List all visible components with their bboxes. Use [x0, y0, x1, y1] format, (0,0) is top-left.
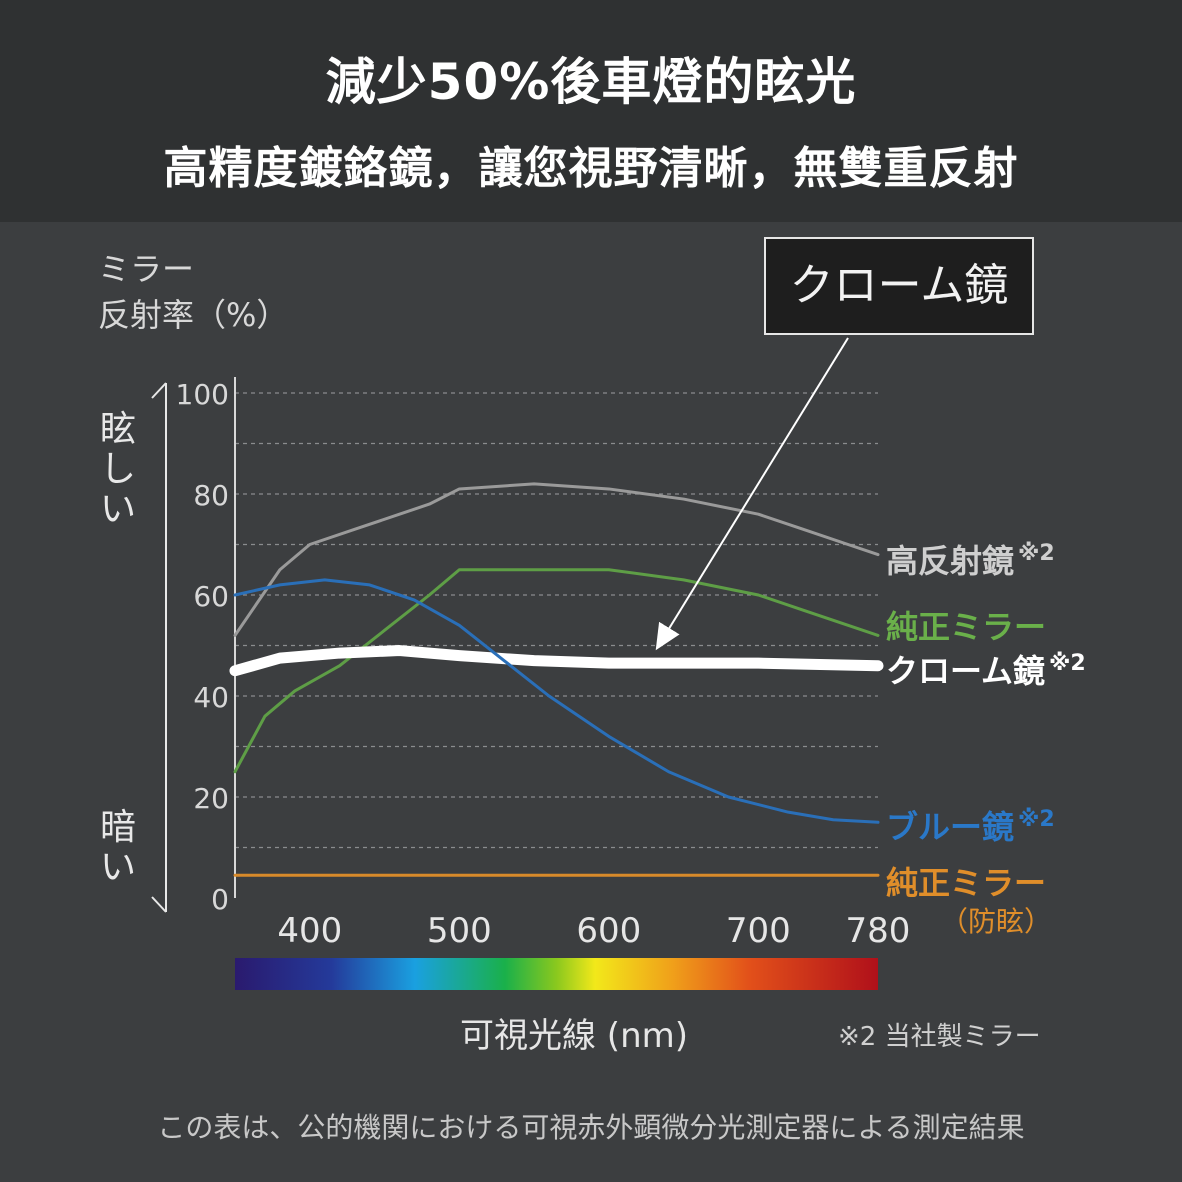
y-axis-top-text: 眩 し い [98, 410, 138, 530]
series-line-3 [233, 578, 880, 824]
series-label-chrome-text: クローム鏡 [886, 652, 1046, 690]
y-top-char-2: い [99, 489, 136, 530]
y-tick-label-60: 60 [193, 580, 229, 613]
header-banner: 減少50%後車燈的眩光 高精度鍍鉻鏡，讓您視野清晰，無雙重反射 [0, 0, 1182, 222]
y-tick-label-0: 0 [211, 883, 229, 916]
y-top-char-0: 眩 [99, 409, 136, 450]
x-tick-label-780: 780 [846, 911, 911, 951]
glare-axis-arrow-bottom [151, 896, 167, 913]
series-label-antiglare: 純正ミラー [886, 864, 1047, 902]
y-tick-label-20: 20 [193, 782, 229, 815]
y-axis-bottom-text: 暗 い [98, 808, 138, 888]
visible-spectrum-bar [235, 958, 878, 990]
grid-lines [235, 392, 878, 849]
callout-arrow [655, 337, 849, 651]
footnote-mark: ※2 当社製ミラー [838, 1022, 1041, 1052]
callout-box: クローム鏡 [764, 237, 1034, 335]
series-line-0 [233, 482, 880, 637]
series-label-blue: ブルー鏡 ※2 [886, 802, 1055, 848]
x-tick-label-700: 700 [726, 911, 791, 951]
series-label-genuine: 純正ミラー [886, 608, 1047, 646]
series-label-blue-text: ブルー鏡 [886, 808, 1015, 846]
x-tick-label-500: 500 [427, 911, 492, 951]
x-axis-title: 可視光線 (nm) [460, 1016, 689, 1056]
x-tick-label-600: 600 [576, 911, 641, 951]
mark-high: ※2 [1018, 541, 1055, 566]
page-title: 減少50%後車燈的眩光 [325, 53, 857, 111]
series-label-chrome: クローム鏡 ※2 [886, 646, 1086, 692]
y-axis-label-line1: ミラー [98, 250, 195, 288]
y-bottom-char-0: 暗 [99, 807, 136, 848]
x-tick-label-400: 400 [277, 911, 342, 951]
y-axis-label-line2: 反射率（%） [98, 296, 289, 334]
series-label-high-text: 高反射鏡 [886, 542, 1015, 580]
y-top-char-1: し [99, 449, 136, 490]
y-tick-label-100: 100 [176, 378, 229, 411]
series-line-1 [233, 568, 880, 774]
y-axis: 0 20 40 60 80 100 [176, 377, 236, 916]
glare-axis-arrow-top [151, 382, 167, 399]
footer-caption: この表は、公的機関における可視赤外顕微分光測定器による測定結果 [157, 1111, 1025, 1144]
series-line-2 [229, 645, 884, 677]
y-axis-label: ミラー 反射率（%） [98, 246, 288, 338]
y-tick-label-80: 80 [193, 479, 229, 512]
y-bottom-char-1: い [99, 847, 136, 888]
series-label-high-reflect: 高反射鏡 ※2 [886, 536, 1055, 582]
x-axis-ticks: 400 500 600 700 780 [277, 911, 910, 951]
series-lines [229, 482, 884, 877]
mark-blue: ※2 [1018, 807, 1055, 832]
page-subtitle: 高精度鍍鉻鏡，讓您視野清晰，無雙重反射 [163, 143, 1019, 194]
y-tick-label-40: 40 [193, 681, 229, 714]
mark-chrome: ※2 [1049, 651, 1086, 676]
series-label-antiglare-sub: （防眩） [940, 905, 1053, 938]
